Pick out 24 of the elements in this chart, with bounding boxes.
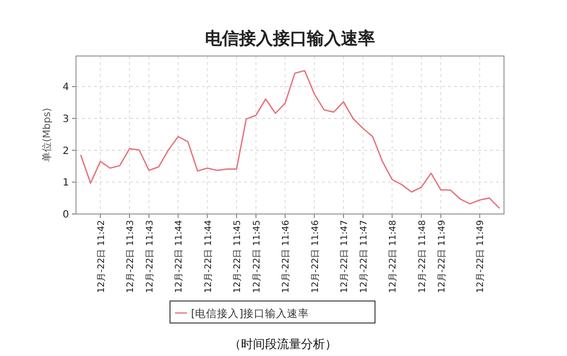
y-axis-title: 单位(Mbps)	[41, 108, 53, 162]
x-tick-label: 12月-22日 11:43	[126, 220, 136, 293]
text: （时间段流量分析）	[229, 337, 337, 351]
x-tick-label: 12月-22日 11:49	[476, 220, 486, 293]
y-tick-label: 0	[62, 210, 69, 220]
chart-title: 电信接入接口输入速率	[205, 29, 375, 49]
x-tick-label: 12月-22日 11:47	[340, 220, 350, 293]
y-tick-label: 4	[62, 82, 69, 94]
x-tick-label: 12月-22日 11:49	[437, 220, 448, 293]
x-tick-label: 12月-22日 11:43	[145, 220, 156, 293]
x-tick-label: 12月-22日 11:45	[252, 220, 262, 293]
x-tick-label: 12月-22日 11:42	[96, 220, 107, 293]
x-tick-label: 12月-22日 11:48	[388, 220, 399, 293]
y-tick-label: 1	[62, 178, 69, 189]
x-tick-label: 12月-22日 11:44	[204, 220, 214, 293]
x-tick-label: 12月-22日 11:44	[174, 220, 185, 293]
x-tick-label: 12月-22日 11:46	[282, 220, 292, 293]
x-tick-label: 12月-22日 11:46	[310, 220, 321, 293]
x-tick-label: 12月-22日 11:47	[359, 220, 370, 293]
y-tick-label: 3	[62, 114, 69, 125]
x-tick-label: 12月-22日 11:48	[418, 220, 428, 293]
legend-label: [电信接入]接口输入速率	[191, 307, 310, 320]
y-tick-label: 2	[62, 146, 69, 157]
x-tick-label: 12月-22日 11:45	[233, 220, 243, 293]
